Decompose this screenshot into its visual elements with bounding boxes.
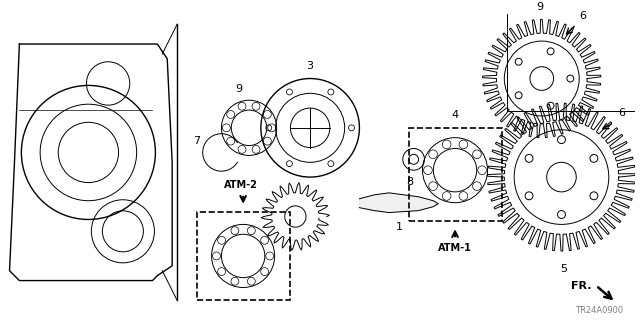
Text: 6: 6 [619, 108, 626, 118]
Text: 3: 3 [307, 61, 314, 71]
Text: 4: 4 [451, 110, 459, 120]
Text: 7: 7 [193, 136, 200, 146]
Text: ATM-2: ATM-2 [224, 180, 258, 190]
Polygon shape [360, 193, 438, 212]
Polygon shape [10, 44, 172, 281]
Text: 1: 1 [396, 222, 403, 232]
Text: TR24A0900: TR24A0900 [575, 306, 623, 315]
Text: 8: 8 [406, 177, 413, 187]
Text: FR.: FR. [570, 281, 591, 291]
Text: 6: 6 [579, 12, 586, 21]
Text: 9: 9 [236, 84, 243, 94]
Text: ATM-1: ATM-1 [438, 243, 472, 253]
Text: 9: 9 [536, 2, 543, 12]
Text: 5: 5 [560, 264, 567, 274]
